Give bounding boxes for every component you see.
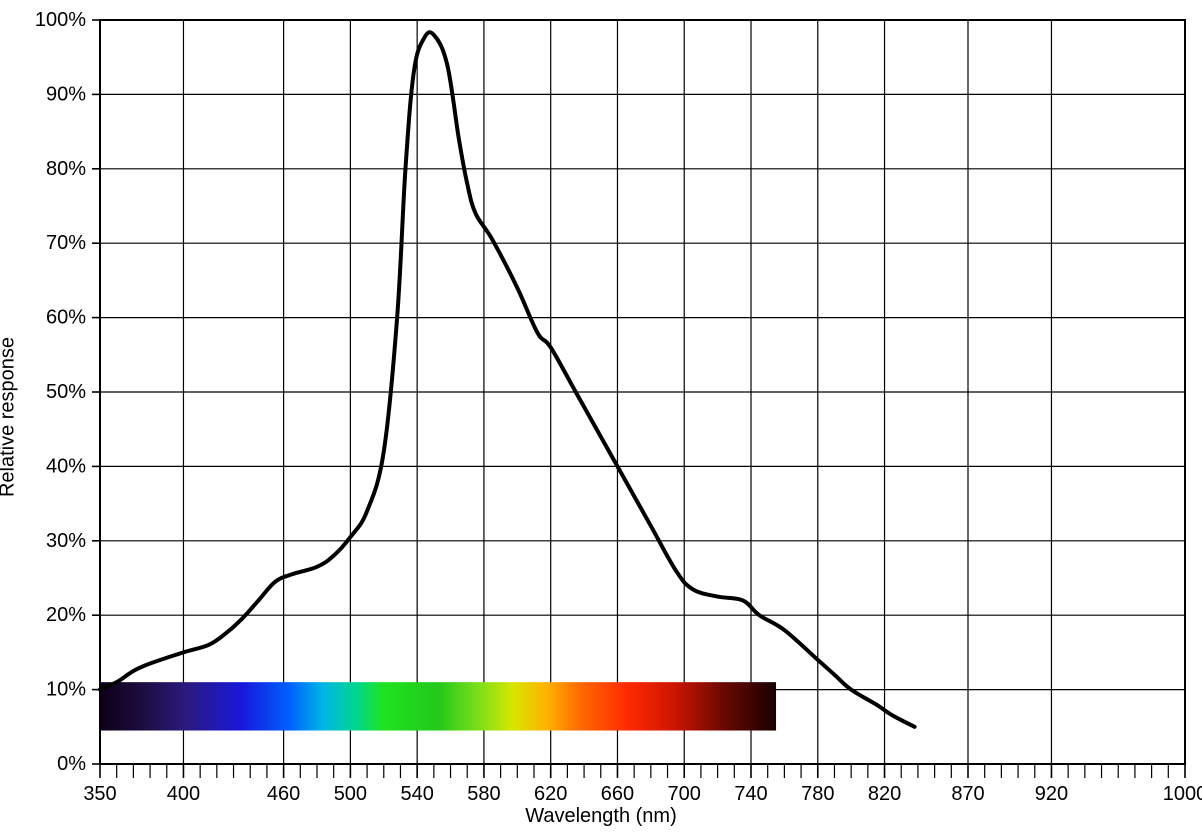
svg-text:500: 500 (334, 783, 367, 805)
y-axis-label: Relative response (0, 337, 20, 497)
svg-text:50%: 50% (46, 381, 86, 403)
svg-text:820: 820 (868, 783, 901, 805)
svg-text:90%: 90% (46, 83, 86, 105)
svg-text:580: 580 (467, 783, 500, 805)
x-axis-label: Wavelength (nm) (0, 805, 1202, 828)
svg-text:870: 870 (951, 783, 984, 805)
svg-text:740: 740 (734, 783, 767, 805)
svg-text:0%: 0% (57, 753, 86, 775)
svg-text:20%: 20% (46, 604, 86, 626)
svg-text:80%: 80% (46, 158, 86, 180)
svg-text:920: 920 (1035, 783, 1068, 805)
svg-text:70%: 70% (46, 232, 86, 254)
svg-text:1000: 1000 (1163, 783, 1202, 805)
chart-svg: 350 400 460 500 540 580 620 660 700 740 780 820 870 9… (0, 0, 1202, 834)
svg-text:400: 400 (167, 783, 200, 805)
svg-text:700: 700 (668, 783, 701, 805)
svg-text:660: 660 (601, 783, 634, 805)
svg-text:60%: 60% (46, 307, 86, 329)
svg-text:460: 460 (267, 783, 300, 805)
svg-text:540: 540 (400, 783, 433, 805)
svg-text:100%: 100% (35, 9, 86, 31)
svg-text:40%: 40% (46, 455, 86, 477)
svg-text:620: 620 (534, 783, 567, 805)
svg-text:780: 780 (801, 783, 834, 805)
svg-text:30%: 30% (46, 530, 86, 552)
svg-text:350: 350 (83, 783, 116, 805)
svg-text:10%: 10% (46, 679, 86, 701)
spectral-response-chart: Relative response Wavelength (nm) 350 400… (0, 0, 1202, 834)
